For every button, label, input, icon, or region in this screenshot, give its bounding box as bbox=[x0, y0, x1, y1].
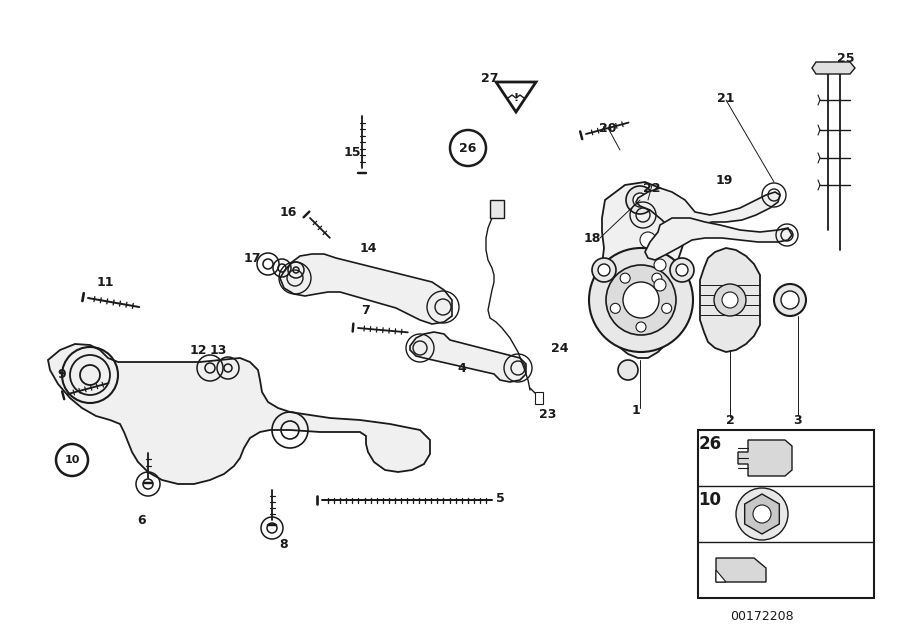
Text: 15: 15 bbox=[343, 146, 361, 158]
Circle shape bbox=[781, 291, 799, 309]
Polygon shape bbox=[496, 82, 536, 112]
Text: 13: 13 bbox=[210, 343, 227, 357]
Text: 12: 12 bbox=[189, 343, 207, 357]
Circle shape bbox=[633, 193, 647, 207]
Text: 24: 24 bbox=[551, 342, 569, 354]
Text: 6: 6 bbox=[138, 513, 147, 527]
Polygon shape bbox=[812, 62, 855, 74]
Text: 18: 18 bbox=[583, 232, 600, 244]
Text: 7: 7 bbox=[361, 303, 369, 317]
Polygon shape bbox=[645, 218, 792, 260]
Circle shape bbox=[722, 292, 738, 308]
Circle shape bbox=[620, 273, 630, 283]
Bar bbox=[698, 430, 874, 598]
Polygon shape bbox=[700, 248, 760, 352]
Text: 21: 21 bbox=[717, 92, 734, 104]
Polygon shape bbox=[744, 494, 779, 534]
Circle shape bbox=[714, 284, 746, 316]
Text: 14: 14 bbox=[359, 242, 377, 254]
Text: 2: 2 bbox=[725, 413, 734, 427]
Text: 1: 1 bbox=[632, 403, 641, 417]
Text: 26: 26 bbox=[698, 435, 722, 453]
Polygon shape bbox=[280, 254, 452, 324]
Text: 3: 3 bbox=[794, 413, 802, 427]
Text: 16: 16 bbox=[279, 205, 297, 219]
Polygon shape bbox=[48, 344, 430, 484]
Text: 20: 20 bbox=[599, 121, 616, 134]
Circle shape bbox=[618, 360, 638, 380]
Text: 19: 19 bbox=[716, 174, 733, 186]
Circle shape bbox=[753, 505, 771, 523]
Bar bbox=[490, 200, 504, 218]
Circle shape bbox=[662, 303, 671, 314]
Text: 23: 23 bbox=[539, 408, 557, 422]
Circle shape bbox=[670, 258, 694, 282]
Polygon shape bbox=[410, 332, 526, 382]
Circle shape bbox=[640, 232, 656, 248]
Circle shape bbox=[626, 186, 654, 214]
Text: 5: 5 bbox=[496, 492, 504, 504]
Circle shape bbox=[654, 259, 666, 271]
Text: 22: 22 bbox=[644, 181, 661, 195]
Text: 26: 26 bbox=[459, 141, 477, 155]
Circle shape bbox=[676, 264, 688, 276]
Circle shape bbox=[592, 258, 616, 282]
Circle shape bbox=[623, 282, 659, 318]
Polygon shape bbox=[636, 188, 780, 235]
Circle shape bbox=[598, 264, 610, 276]
Circle shape bbox=[654, 279, 666, 291]
Text: 25: 25 bbox=[837, 52, 855, 64]
Circle shape bbox=[589, 248, 693, 352]
Text: 17: 17 bbox=[243, 251, 261, 265]
Text: 8: 8 bbox=[280, 539, 288, 551]
Text: 10: 10 bbox=[698, 491, 722, 509]
Text: 11: 11 bbox=[96, 275, 113, 289]
Polygon shape bbox=[716, 558, 766, 582]
Circle shape bbox=[636, 322, 646, 332]
Text: 4: 4 bbox=[457, 361, 466, 375]
Polygon shape bbox=[716, 570, 726, 582]
Circle shape bbox=[736, 488, 788, 540]
Text: 9: 9 bbox=[58, 368, 67, 382]
Text: 00172208: 00172208 bbox=[730, 609, 794, 623]
Circle shape bbox=[610, 303, 620, 314]
Text: !: ! bbox=[513, 93, 518, 103]
Polygon shape bbox=[738, 440, 792, 476]
Circle shape bbox=[774, 284, 806, 316]
Bar bbox=[535, 392, 543, 404]
Circle shape bbox=[652, 273, 662, 283]
Text: 27: 27 bbox=[482, 71, 499, 85]
Polygon shape bbox=[599, 182, 685, 358]
Circle shape bbox=[606, 265, 676, 335]
Text: 10: 10 bbox=[64, 455, 80, 465]
